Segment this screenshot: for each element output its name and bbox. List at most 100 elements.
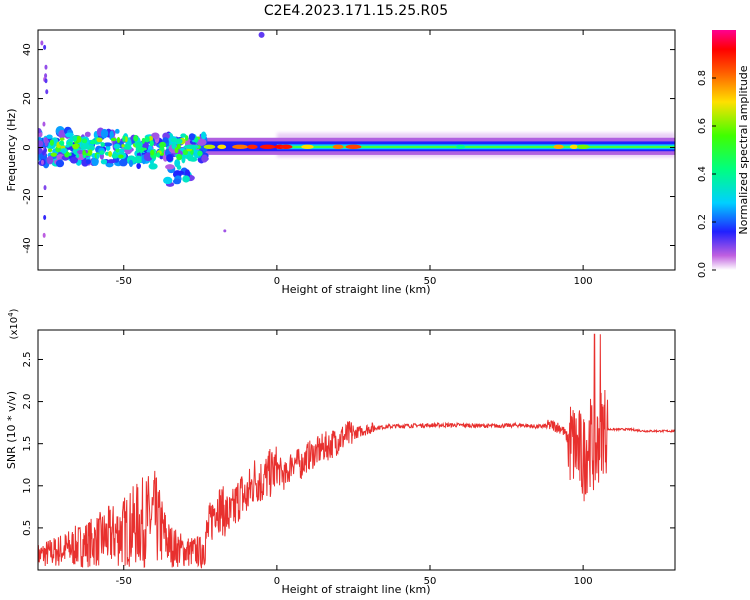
spectrogram-blob	[156, 152, 161, 158]
spectrogram-blob	[46, 134, 53, 139]
snr-x-tick-label: 50	[424, 576, 437, 587]
spectrogram-blob	[72, 135, 77, 142]
spectrogram-blob	[44, 64, 48, 70]
spectrogram-blob	[107, 159, 116, 164]
spectrogram-blob	[345, 144, 362, 150]
spectrogram-blob	[176, 153, 183, 161]
spectrogram-blob	[121, 144, 125, 148]
spectrogram-blob	[569, 144, 579, 150]
spectrogram-blob	[55, 159, 65, 168]
spectrogram-blob	[68, 152, 72, 157]
figure-title: C2E4.2023.171.15.25.R05	[264, 3, 448, 19]
spectrogram-blob	[75, 154, 80, 158]
spectrogram-blob	[151, 132, 160, 140]
spectrogram-y-tick-label: -40	[22, 237, 33, 253]
colorbar-ticks: 0.0 0.2 0.4 0.6 0.8	[697, 70, 716, 278]
spectrogram-heatmap	[38, 31, 675, 238]
spectrogram-blob	[42, 121, 46, 127]
spectrogram-blob	[40, 159, 44, 165]
spectrogram-blob	[58, 129, 66, 139]
spectrogram-x-tick-label: 100	[574, 276, 593, 287]
colorbar: 0.0 0.2 0.4 0.6 0.8 Normalized spectral ampl…	[697, 30, 750, 278]
spectrogram-blob	[258, 31, 265, 38]
spectrogram-blob	[110, 137, 117, 142]
spectrogram-blob	[279, 144, 293, 150]
spectrogram-blob	[91, 157, 99, 167]
snr-y-tick-label: 2.5	[22, 352, 33, 368]
spectrogram-strays	[40, 31, 265, 238]
snr-y-multiplier: (x104)	[7, 308, 20, 339]
colorbar-tick-label: 0.8	[697, 70, 708, 86]
spectrogram-band-core	[292, 145, 675, 149]
colorbar-tick-label: 0.6	[697, 118, 708, 134]
snr-frame	[37, 329, 676, 571]
spectrogram-blob	[232, 144, 249, 150]
spectrogram-blob	[59, 140, 65, 146]
spectrogram-x-tick-label: 50	[424, 276, 437, 287]
spectrogram-blob	[186, 148, 193, 152]
spectrogram-blob	[203, 144, 216, 150]
spectrogram-blob	[81, 138, 88, 144]
spectrogram-panel: -50 0 50 100 -40 -20 0 20 40 Height of straight…	[5, 29, 676, 296]
spectrogram-blob	[301, 144, 314, 150]
spectrogram-blob	[134, 155, 143, 164]
spectrogram-blob	[456, 144, 466, 150]
spectrogram-blob	[166, 154, 174, 162]
spectrogram-blob	[188, 133, 196, 141]
spectrogram-blob	[133, 134, 139, 142]
spectrogram-x-ticks: -50 0 50 100	[116, 30, 593, 287]
spectrogram-blob	[72, 143, 79, 150]
spectrogram-blob	[43, 215, 47, 221]
spectrogram-blob	[90, 139, 96, 144]
spectrogram-blob	[76, 135, 82, 143]
spectrogram-blob	[116, 136, 121, 144]
spectrogram-blob	[96, 137, 103, 143]
snr-x-label: Height of straight line (km)	[281, 583, 430, 596]
snr-series-line	[38, 333, 675, 569]
spectrogram-blob	[111, 153, 119, 159]
spectrogram-x-label: Height of straight line (km)	[281, 283, 430, 296]
spectrogram-blob	[174, 147, 179, 154]
spectrogram-blob	[184, 135, 189, 141]
spectrogram-blob	[194, 137, 199, 143]
spectrogram-blob	[119, 158, 128, 167]
spectrogram-blob	[117, 154, 124, 159]
spectrogram-y-ticks: -40 -20 0 20 40	[22, 43, 675, 254]
spectrogram-blob	[38, 146, 43, 155]
spectrogram-blob	[69, 156, 78, 164]
spectrogram-blob	[100, 159, 108, 165]
snr-x-ticks: -50 0 50 100	[116, 330, 593, 587]
spectrogram-blob	[38, 140, 44, 148]
spectrogram-hotspots	[183, 144, 590, 150]
spectrogram-blob	[99, 150, 105, 155]
spectrogram-blob	[149, 140, 154, 147]
snr-y-label: SNR (10 * v/v)	[5, 391, 18, 469]
spectrogram-blob	[44, 78, 48, 84]
colorbar-gradient	[712, 30, 736, 270]
spectrogram-blob	[119, 147, 125, 154]
spectrogram-blob	[170, 138, 178, 143]
spectrogram-blob	[109, 130, 114, 139]
spectrogram-blob	[182, 149, 189, 156]
spectrogram-blob	[182, 175, 190, 183]
spectrogram-blob	[163, 176, 173, 185]
spectrogram-blob	[38, 128, 42, 134]
spectrogram-blob	[176, 143, 181, 150]
spectrogram-y-tick-label: -20	[22, 188, 33, 204]
spectrogram-blob	[135, 142, 142, 149]
spectrogram-blob	[43, 44, 47, 50]
colorbar-tick-label: 0.4	[697, 166, 708, 182]
spectrogram-blob	[124, 136, 128, 143]
spectrogram-blob	[45, 89, 49, 95]
spectrogram-blob	[141, 137, 146, 144]
spectrogram-blob	[576, 144, 590, 150]
spectrogram-frame	[37, 29, 676, 271]
spectrogram-blob	[65, 132, 74, 137]
spectrogram-blob	[44, 141, 48, 147]
spectrogram-blob	[150, 149, 155, 156]
spectrogram-blob	[82, 149, 86, 157]
spectrogram-blob	[83, 143, 90, 148]
spectrogram-blob	[40, 40, 44, 46]
spectrogram-blob	[128, 159, 134, 168]
